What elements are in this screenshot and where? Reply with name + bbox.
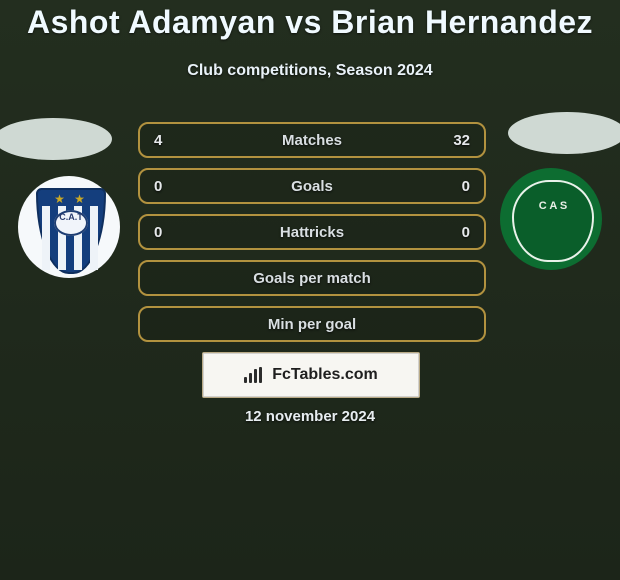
stat-label: Goals per match <box>140 262 484 294</box>
club-crest-right: C A S <box>500 168 602 270</box>
stat-label: Matches <box>140 124 484 156</box>
stat-label: Min per goal <box>140 308 484 340</box>
stat-row-hattricks: 0 Hattricks 0 <box>138 214 486 250</box>
crest-right-initials: C A S <box>514 200 592 212</box>
date-text: 12 november 2024 <box>0 408 620 425</box>
stat-right-value: 0 <box>462 170 470 202</box>
brand-badge: FcTables.com <box>202 352 420 398</box>
page-title: Ashot Adamyan vs Brian Hernandez <box>0 4 620 41</box>
crest-left-initials: C.A.T <box>54 212 88 222</box>
stat-row-goals: 0 Goals 0 <box>138 168 486 204</box>
club-crest-left: ★ ★ C.A.T <box>18 176 120 278</box>
stat-row-matches: 4 Matches 32 <box>138 122 486 158</box>
stat-row-goals-per-match: Goals per match <box>138 260 486 296</box>
brand-text: FcTables.com <box>272 366 378 384</box>
photo-placeholder-right <box>508 112 620 154</box>
page-subtitle: Club competitions, Season 2024 <box>0 62 620 80</box>
stat-right-value: 0 <box>462 216 470 248</box>
stat-label: Goals <box>140 170 484 202</box>
stat-right-value: 32 <box>453 124 470 156</box>
stat-label: Hattricks <box>140 216 484 248</box>
stat-row-min-per-goal: Min per goal <box>138 306 486 342</box>
photo-placeholder-left <box>0 118 112 160</box>
comparison-card: Ashot Adamyan vs Brian Hernandez Club co… <box>0 0 620 580</box>
chart-icon <box>244 367 264 383</box>
